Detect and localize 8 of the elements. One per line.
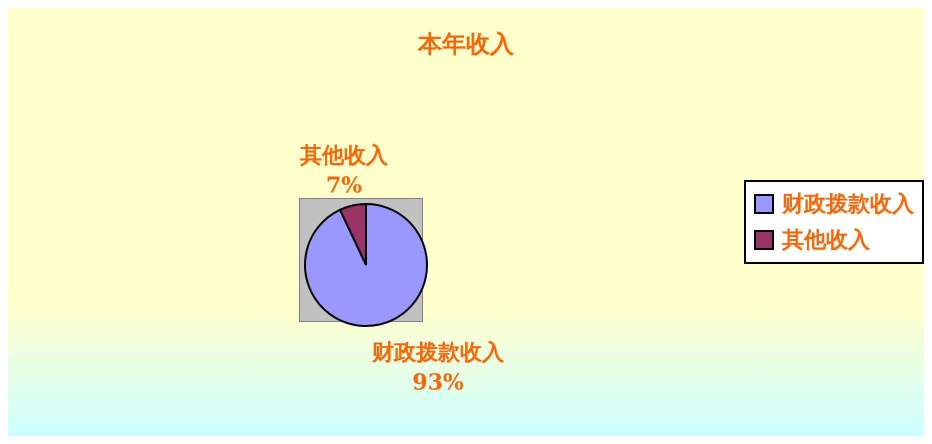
pie-slice xyxy=(304,203,428,327)
slice-label: 其他收入 xyxy=(298,142,389,168)
data-label: 7% xyxy=(326,172,362,198)
data-label: 93% xyxy=(412,370,464,396)
chart-title: 本年收入 xyxy=(416,28,515,60)
legend-label: 其他收入 xyxy=(782,226,870,255)
legend-label: 财政拨款收入 xyxy=(782,190,914,219)
slice-label: 财政拨款收入 xyxy=(371,340,506,366)
